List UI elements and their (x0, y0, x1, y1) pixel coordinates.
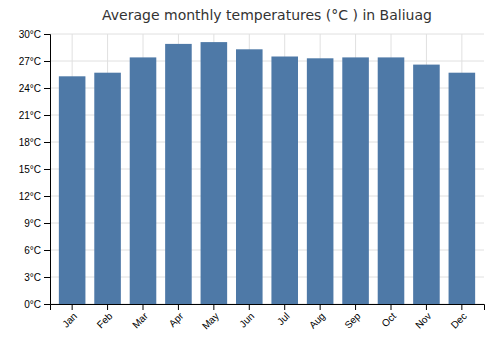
tick-mark (461, 304, 462, 310)
tick-label: 3°C (24, 272, 41, 283)
title: Average monthly temperatures (°C ) in Ba… (102, 7, 432, 23)
tick: 6°C (24, 245, 50, 256)
tick: Apr (167, 304, 186, 329)
tick-label: Mar (130, 310, 150, 330)
tick-mark (72, 304, 73, 310)
tick-mark (44, 34, 50, 35)
tick-mark (249, 304, 250, 310)
bar (271, 57, 298, 305)
tick-label: 30°C (19, 29, 41, 40)
tick: Aug (307, 304, 327, 331)
tick: 27°C (19, 56, 50, 67)
tick-mark (143, 304, 144, 310)
tick: Jun (237, 304, 256, 330)
tick-label: Dec (449, 310, 469, 330)
tick-mark (44, 169, 50, 170)
y-axis: 0°C 3°C 6°C 9°C 12°C 15°C 18°C 21°C 24°C 27°C 30°C (19, 29, 51, 310)
tick-mark (178, 304, 179, 310)
tick: 9°C (24, 218, 50, 229)
tick-label: 15°C (19, 164, 41, 175)
bar (307, 58, 334, 304)
tick: 30°C (19, 29, 50, 40)
x-axis: Jan Feb Mar Apr May Jun Jul Aug Sep Oct Nov Dec (51, 304, 485, 332)
bar (59, 76, 86, 304)
tick: Sep (342, 304, 363, 331)
tick-mark (391, 304, 392, 310)
tick-mark (44, 196, 50, 197)
tick-label: Jan (60, 310, 79, 329)
tick-mark (355, 304, 356, 310)
tick: Dec (449, 304, 469, 331)
bar (378, 57, 405, 304)
grid-line (50, 61, 484, 62)
tick-mark (44, 142, 50, 143)
grid-line (50, 34, 484, 35)
tick: 24°C (19, 83, 50, 94)
tick-mark (44, 223, 50, 224)
bar (165, 44, 192, 304)
tick-mark (44, 304, 50, 305)
tick-mark (107, 304, 108, 310)
tick: 12°C (19, 191, 50, 202)
tick-label: Jul (275, 310, 292, 327)
tick: 3°C (24, 272, 50, 283)
tick-label: 27°C (19, 56, 41, 67)
tick-label: 18°C (19, 137, 41, 148)
tick: 21°C (19, 110, 50, 121)
tick-mark (44, 250, 50, 251)
tick-label: 9°C (24, 218, 41, 229)
tick-mark (213, 304, 214, 310)
axis-line (51, 305, 485, 311)
bar (94, 73, 121, 304)
tick-label: Feb (95, 310, 115, 330)
bar (449, 73, 476, 304)
tick-mark (44, 115, 50, 116)
tick-label: Oct (379, 310, 398, 329)
bar (236, 49, 263, 304)
tick: Jul (275, 304, 292, 327)
bar (413, 65, 440, 304)
bars (59, 42, 475, 304)
tick-label: 6°C (24, 245, 41, 256)
tick-label: 24°C (19, 83, 41, 94)
tick-label: May (200, 310, 221, 331)
tick-mark (320, 304, 321, 310)
plot: 0°C 3°C 6°C 9°C 12°C 15°C 18°C 21°C 24°C 27°C 30°C… (19, 29, 485, 332)
tick-mark (284, 304, 285, 310)
tick: Nov (413, 304, 433, 331)
chart: 0°C 3°C 6°C 9°C 12°C 15°C 18°C 21°C 24°C 27°C 30°C… (0, 0, 500, 350)
tick: Oct (379, 304, 398, 329)
tick-label: 12°C (19, 191, 41, 202)
tick-label: Nov (413, 310, 433, 330)
tick-mark (426, 304, 427, 310)
tick-mark (44, 88, 50, 89)
bar (130, 57, 157, 304)
tick: 15°C (19, 164, 50, 175)
tick-label: Jun (237, 310, 256, 329)
tick: May (200, 304, 221, 332)
grid (50, 34, 484, 304)
tick: 0°C (24, 299, 50, 310)
tick-label: 0°C (24, 299, 41, 310)
tick-label: Sep (342, 310, 363, 331)
tick: Feb (95, 304, 115, 330)
bar (201, 42, 228, 304)
tick: Jan (60, 304, 79, 330)
tick-label: 21°C (19, 110, 41, 121)
tick-mark (44, 61, 50, 62)
tick: 18°C (19, 137, 50, 148)
bar (342, 57, 369, 304)
tick-label: Aug (307, 310, 327, 330)
axis-line (44, 35, 51, 305)
tick: Mar (130, 304, 150, 330)
tick-label: Apr (167, 310, 186, 329)
tick-mark (44, 277, 50, 278)
